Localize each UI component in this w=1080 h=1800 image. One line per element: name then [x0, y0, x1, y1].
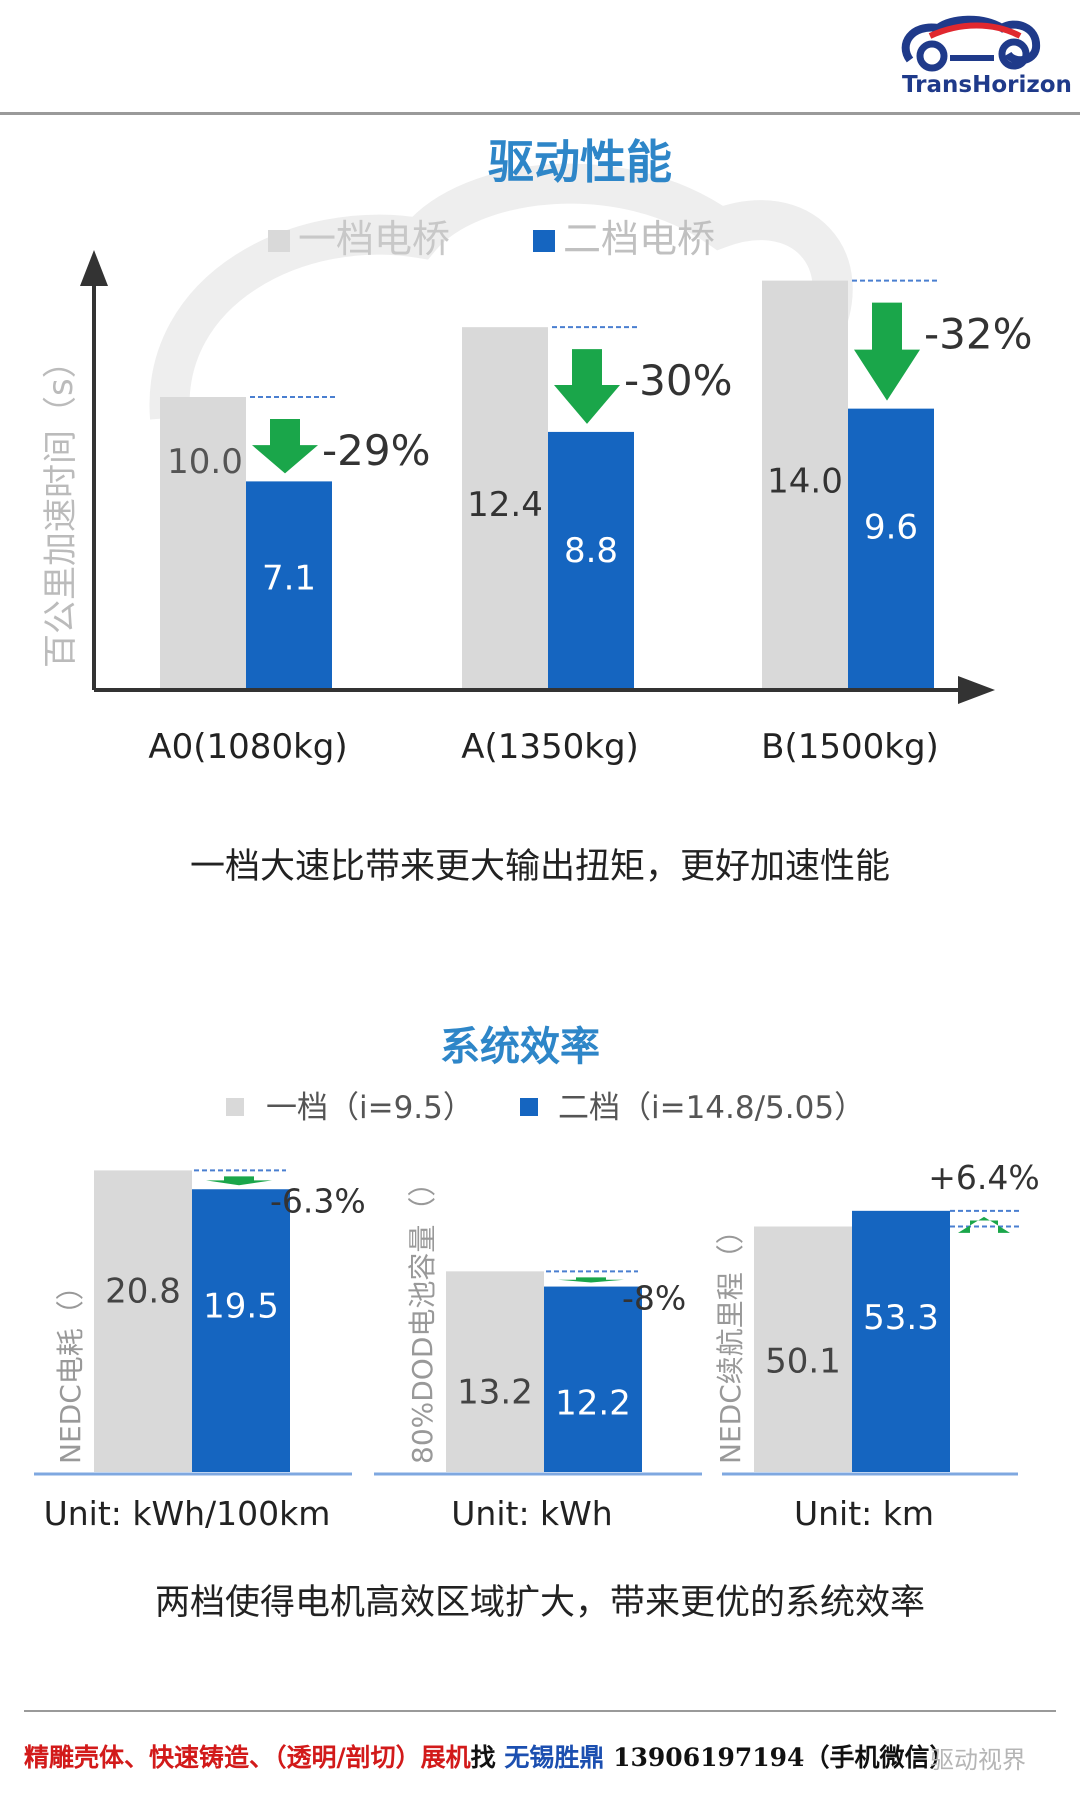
down-arrow-icon — [854, 302, 920, 401]
y-axis-arrow-icon — [80, 250, 108, 286]
panel2-value-gear1: 50.1 — [765, 1342, 841, 1382]
footer-rule — [24, 1710, 1056, 1712]
bar-gear1-0 — [160, 397, 246, 688]
bar-gear2-2 — [848, 408, 934, 688]
panel0-bar-gear2 — [192, 1189, 290, 1472]
bar-gear1-2 — [762, 280, 848, 688]
legend2-gear1-label: 一档（i=9.5） — [266, 1090, 474, 1126]
panel0-value-gear2: 19.5 — [203, 1286, 279, 1326]
footer-watermark: 驱动视界 — [930, 1746, 1026, 1774]
panel2-bar-gear2 — [852, 1210, 950, 1472]
watermark-logo-icon — [149, 163, 853, 420]
x-tick-label-1: A(1350kg) — [461, 727, 639, 767]
down-arrow-icon — [252, 419, 318, 474]
value-label-gear2-1: 8.8 — [564, 531, 618, 571]
value-label-gear2-0: 7.1 — [262, 558, 316, 598]
panel2-value-gear2: 53.3 — [863, 1298, 939, 1338]
panel1-bar-gear2 — [544, 1286, 642, 1472]
x-tick-label-2: B(1500kg) — [761, 727, 939, 767]
panel0-down-arrow-icon — [206, 1176, 272, 1186]
bar-gear2-1 — [548, 431, 634, 688]
x-tick-label-0: A0(1080kg) — [148, 727, 347, 767]
transhorizon-logo-icon — [901, 15, 1041, 72]
header: TransHorizon — [0, 0, 1080, 118]
drive-performance-chart: 驱动性能 一档电桥 二档电桥 百公里加速时间（s） -29% 10.0 7.1 -30… — [41, 135, 1033, 767]
panel0-ylabel: NEDC电耗（） — [54, 1272, 87, 1464]
value-label-gear1-2: 14.0 — [767, 462, 843, 502]
x-axis-arrow-icon — [958, 676, 995, 704]
legend2-gear2-swatch — [520, 1098, 538, 1116]
y-axis-label: 百公里加速时间（s） — [41, 344, 81, 668]
panel1-unit: Unit: kWh — [451, 1494, 612, 1533]
pct-annotation-1: -30% — [624, 356, 733, 405]
bar-gear2-0 — [246, 481, 332, 688]
pct-annotation-2: -32% — [924, 310, 1033, 359]
panel2-bar-gear1 — [754, 1226, 852, 1472]
panel1-bar-gear1 — [446, 1271, 544, 1472]
legend-gear2-swatch — [533, 230, 555, 252]
footer-part1: 精雕壳体、快速铸造、（透明/剖切）展机 — [24, 1743, 471, 1772]
logo-text: TransHorizon — [902, 72, 1072, 98]
panel1-ylabel: 80%DOD电池容量（） — [406, 1169, 439, 1464]
chart2-caption: 两档使得电机高效区域扩大，带来更优的系统效率 — [154, 1583, 925, 1623]
panel1-pct: -8% — [622, 1278, 686, 1317]
chart2-title: 系统效率 — [440, 1024, 600, 1070]
panel2-up-arrow-icon — [958, 1216, 1010, 1233]
footer-part4: 13906197194（手机微信） — [613, 1743, 955, 1772]
pct-annotation-0: -29% — [322, 426, 431, 475]
legend-gear1-label: 一档电桥 — [298, 217, 450, 261]
value-label-gear1-0: 10.0 — [167, 442, 243, 482]
system-efficiency-chart: 系统效率 一档（i=9.5） 二档（i=14.8/5.05） -6.3% 20.8… — [34, 1024, 1040, 1533]
panel0-bar-gear1 — [94, 1170, 192, 1472]
legend2-gear2-label: 二档（i=14.8/5.05） — [558, 1090, 865, 1126]
legend-gear1-swatch — [268, 230, 290, 252]
value-label-gear2-2: 9.6 — [864, 508, 918, 548]
footer-part3: 无锡胜鼎 — [504, 1743, 605, 1772]
footer-ad: 精雕壳体、快速铸造、（透明/剖切）展机找 无锡胜鼎 13906197194（手机… — [24, 1738, 954, 1774]
panel0-unit: Unit: kWh/100km — [44, 1494, 331, 1533]
panel1-value-gear1: 13.2 — [457, 1372, 533, 1412]
header-rule — [0, 112, 1080, 115]
footer-part2: 找 — [470, 1743, 496, 1772]
chart1-title: 驱动性能 — [488, 135, 672, 189]
legend2-gear1-swatch — [226, 1098, 244, 1116]
legend-gear2-label: 二档电桥 — [563, 217, 715, 261]
down-arrow-icon — [554, 349, 620, 424]
bar-gear1-1 — [462, 327, 548, 688]
panel2-ylabel: NEDC续航里程（） — [714, 1216, 747, 1464]
panel2-pct: +6.4% — [928, 1158, 1040, 1197]
panel2-unit: Unit: km — [794, 1494, 934, 1533]
panel0-pct: -6.3% — [270, 1181, 366, 1220]
panel0-value-gear1: 20.8 — [105, 1271, 181, 1311]
panel1-down-arrow-icon — [558, 1277, 624, 1283]
panel1-value-gear2: 12.2 — [555, 1384, 631, 1424]
value-label-gear1-1: 12.4 — [467, 485, 543, 525]
chart1-caption: 一档大速比带来更大输出扭矩，更好加速性能 — [189, 847, 890, 887]
